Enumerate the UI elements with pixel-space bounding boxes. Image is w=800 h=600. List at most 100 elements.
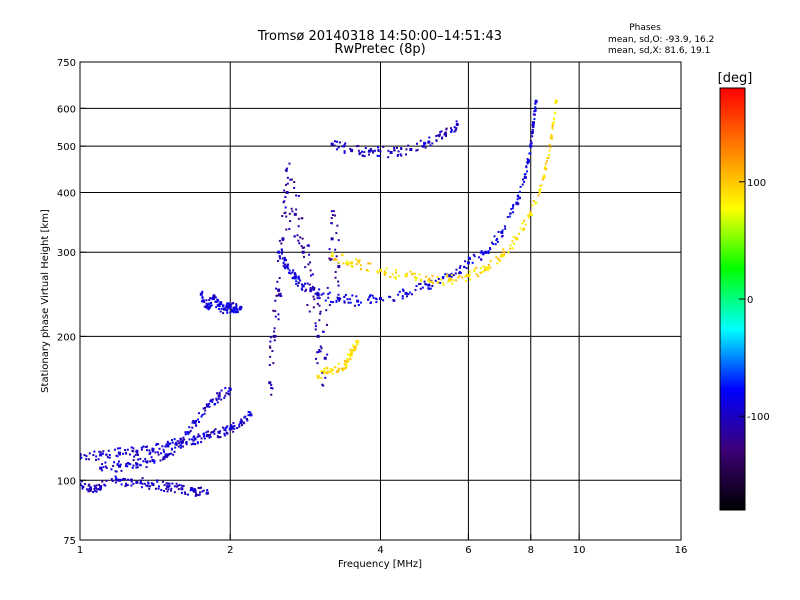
scatter-dot [195, 493, 198, 496]
scatter-dot [369, 147, 372, 150]
scatter-dot [335, 299, 338, 302]
scatter-dot [482, 265, 485, 268]
scatter-dot [449, 127, 452, 130]
chart-title: Tromsø 20140318 14:50:00–14:51:43 [257, 29, 502, 44]
scatter-dot [391, 273, 394, 276]
scatter-dot [114, 475, 117, 478]
scatter-dot [548, 154, 551, 157]
scatter-dot [364, 147, 367, 150]
scatter-dot [355, 263, 358, 266]
scatter-dot [226, 308, 229, 311]
scatter-dot [449, 278, 452, 281]
scatter-dot [230, 424, 233, 427]
scatter-dot [192, 435, 195, 438]
scatter-dot [201, 413, 204, 416]
scatter-dot [235, 307, 238, 310]
scatter-dot [212, 294, 215, 297]
data-point [301, 284, 305, 288]
scatter-dot [273, 330, 276, 333]
scatter-dot [295, 282, 298, 285]
scatter-dot [349, 348, 352, 351]
scatter-dot [193, 488, 196, 491]
scatter-dot [440, 130, 443, 133]
scatter-dot [414, 279, 417, 282]
scatter-dot [521, 183, 524, 186]
scatter-dot [239, 308, 242, 311]
scatter-dot [163, 457, 166, 460]
scatter-dot [232, 306, 235, 309]
scatter-dot [412, 272, 415, 275]
scatter-dot [388, 295, 391, 298]
scatter-dot [518, 197, 521, 200]
data-point [343, 362, 347, 366]
scatter-dot [144, 457, 147, 460]
data-point [448, 274, 452, 278]
data-point [249, 413, 253, 417]
scatter-dot [336, 370, 339, 373]
y-tick-label: 200 [57, 332, 76, 343]
scatter-dot [350, 353, 353, 356]
x-tick-label: 16 [675, 545, 688, 556]
scatter-dot [454, 129, 457, 132]
scatter-dot [226, 311, 229, 314]
scatter-dot [429, 280, 432, 283]
scatter-dot [383, 272, 386, 275]
scatter-dot [488, 266, 491, 269]
data-point [534, 100, 538, 104]
scatter-dot [213, 403, 216, 406]
scatter-dot [387, 149, 390, 152]
scatter-dot [208, 306, 211, 309]
scatter-dot [131, 466, 134, 469]
data-point [228, 305, 232, 309]
scatter-dot [440, 278, 443, 281]
scatter-dot [400, 147, 403, 150]
scatter-dot [198, 420, 201, 423]
scatter-dot [115, 479, 118, 482]
scatter-dot [175, 441, 178, 444]
scatter-dot [192, 419, 195, 422]
scatter-dot [183, 491, 186, 494]
scatter-dot [326, 353, 329, 356]
scatter-dot [194, 494, 197, 497]
scatter-dot [93, 450, 96, 453]
scatter-dot [210, 297, 213, 300]
scatter-dot [203, 437, 206, 440]
scatter-dot [501, 229, 504, 232]
scatter-dot [389, 275, 392, 278]
scatter-dot [295, 280, 298, 283]
scatter-dot [298, 242, 301, 245]
scatter-dot [115, 477, 118, 480]
scatter-dot [197, 412, 200, 415]
scatter-dot [175, 482, 178, 485]
scatter-dot [392, 299, 395, 302]
scatter-dot [334, 140, 337, 143]
scatter-dot [134, 453, 137, 456]
scatter-dot [414, 288, 417, 291]
scatter-dot [304, 282, 307, 285]
scatter-dot [487, 251, 490, 254]
scatter-dot [330, 217, 333, 220]
scatter-dot [519, 185, 522, 188]
scatter-dot [507, 251, 510, 254]
scatter-dot [396, 153, 399, 156]
scatter-dot [312, 306, 315, 309]
scatter-dot [179, 440, 182, 443]
scatter-dot [104, 465, 107, 468]
scatter-dot [541, 178, 544, 181]
scatter-dot [206, 489, 209, 492]
scatter-dot [319, 312, 322, 315]
scatter-dot [348, 298, 351, 301]
scatter-dot [526, 161, 529, 164]
data-point [500, 254, 504, 258]
scatter-dot [312, 288, 315, 291]
scatter-dot [300, 245, 303, 248]
scatter-dot [535, 201, 538, 204]
scatter-dot [338, 299, 341, 302]
scatter-dot [547, 156, 550, 159]
scatter-dot [216, 300, 219, 303]
scatter-dot [318, 297, 321, 300]
scatter-dot [343, 150, 346, 153]
scatter-dot [421, 286, 424, 289]
scatter-dot [329, 370, 332, 373]
scatter-dot [288, 212, 291, 215]
